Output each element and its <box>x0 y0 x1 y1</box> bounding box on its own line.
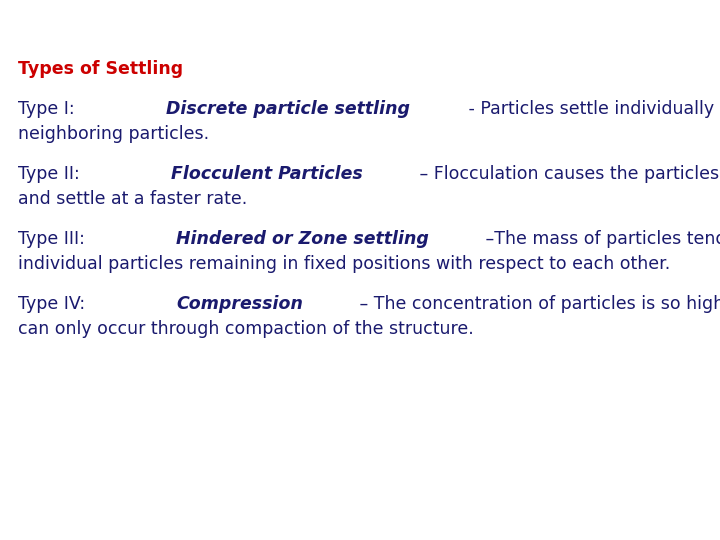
Text: Discrete particle settling: Discrete particle settling <box>166 100 410 118</box>
Text: and settle at a faster rate.: and settle at a faster rate. <box>18 190 247 208</box>
Text: – Flocculation causes the particles to increase in mass: – Flocculation causes the particles to i… <box>415 165 720 183</box>
Text: Type II:: Type II: <box>18 165 85 183</box>
Text: Type IV:: Type IV: <box>18 295 91 313</box>
Text: – The concentration of particles is so high that sedimentation: – The concentration of particles is so h… <box>354 295 720 313</box>
Text: Type III:: Type III: <box>18 230 91 248</box>
Text: can only occur through compaction of the structure.: can only occur through compaction of the… <box>18 320 474 338</box>
Text: - Particles settle individually without interaction with: - Particles settle individually without … <box>463 100 720 118</box>
Text: –The mass of particles tends to settle as a unit with: –The mass of particles tends to settle a… <box>480 230 720 248</box>
Text: Compression: Compression <box>176 295 303 313</box>
Text: individual particles remaining in fixed positions with respect to each other.: individual particles remaining in fixed … <box>18 255 670 273</box>
Text: Type I:: Type I: <box>18 100 80 118</box>
Text: neighboring particles.: neighboring particles. <box>18 125 209 143</box>
Text: Types of Settling: Types of Settling <box>18 60 183 78</box>
Text: Hindered or Zone settling: Hindered or Zone settling <box>176 230 429 248</box>
Text: Flocculent Particles: Flocculent Particles <box>171 165 363 183</box>
